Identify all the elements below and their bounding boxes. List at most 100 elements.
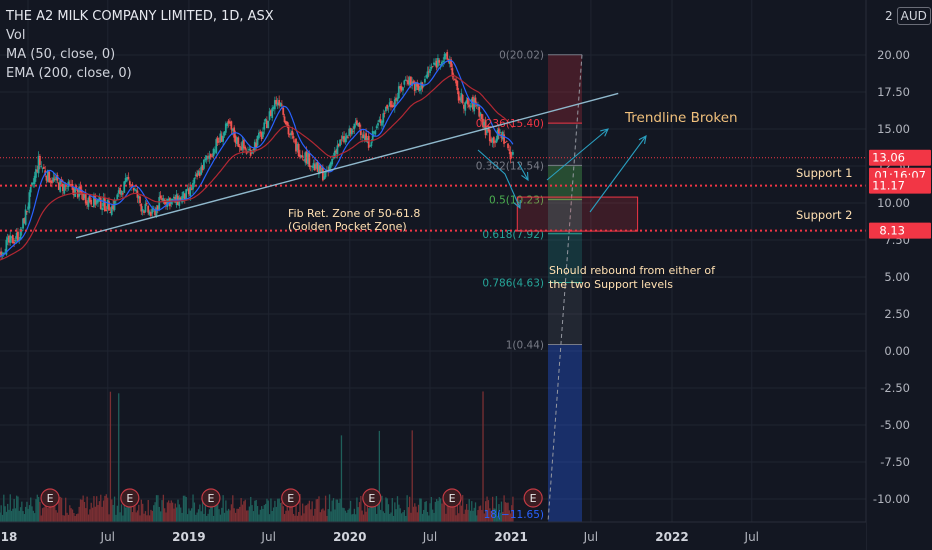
- candle: [418, 88, 421, 92]
- candle: [219, 133, 222, 143]
- volume-bar: [291, 507, 293, 522]
- candle: [49, 180, 52, 183]
- volume-bar: [211, 496, 213, 522]
- price-label: 13.06: [872, 151, 905, 165]
- price-scale-settings[interactable]: 2 AUD: [885, 7, 931, 25]
- candle: [215, 139, 218, 154]
- volume-bar: [503, 495, 505, 522]
- candle: [321, 167, 324, 181]
- candle: [28, 192, 31, 209]
- candle: [126, 176, 128, 181]
- currency-badge[interactable]: AUD: [896, 7, 931, 25]
- volume-bar: [217, 495, 219, 522]
- volume-bar: [27, 508, 29, 522]
- volume-bar: [51, 496, 53, 522]
- candle: [127, 176, 130, 179]
- candle: [224, 123, 227, 133]
- candle: [131, 184, 134, 187]
- candle: [313, 164, 316, 171]
- volume-bar: [14, 508, 17, 522]
- candle: [101, 207, 104, 211]
- candle: [295, 138, 297, 152]
- volume-bar: [247, 510, 249, 522]
- volume-bar: [26, 501, 28, 522]
- candle: [331, 158, 334, 165]
- candle: [350, 128, 353, 135]
- indicator-ema200[interactable]: EMA (200, close, 0): [6, 66, 132, 81]
- volume-bar: [9, 494, 11, 522]
- candle: [55, 176, 57, 181]
- candle: [486, 128, 488, 133]
- ma50-line: [0, 59, 514, 258]
- volume-bar: [70, 508, 72, 522]
- fib-band: [548, 282, 582, 345]
- candle: [507, 143, 509, 149]
- candle: [242, 139, 245, 149]
- volume-bar: [12, 508, 14, 522]
- volume-bar: [294, 515, 296, 522]
- candle: [427, 71, 430, 73]
- volume-bar: [35, 499, 37, 522]
- volume-bar: [63, 515, 65, 522]
- candle: [158, 197, 161, 211]
- candle: [453, 79, 456, 80]
- candle: [444, 53, 447, 56]
- candle: [198, 172, 201, 177]
- arrow-up-from-support2: [589, 135, 647, 213]
- volume-bar: [263, 505, 265, 522]
- volume-bar: [394, 502, 396, 522]
- candle: [244, 146, 247, 150]
- volume-bar: [406, 495, 408, 522]
- candle: [255, 142, 258, 148]
- volume-bar: [511, 505, 513, 522]
- candle: [475, 104, 478, 106]
- volume-bar: [65, 497, 67, 522]
- fib-level-label: 18(−11.65): [484, 509, 544, 521]
- candle: [357, 122, 360, 127]
- candle: [194, 174, 197, 176]
- volume-bar: [455, 515, 457, 522]
- earnings-marker: [442, 488, 462, 508]
- volume-bar: [417, 504, 420, 522]
- volume-bar: [21, 501, 23, 522]
- candle: [352, 131, 354, 133]
- indicator-ma50[interactable]: MA (50, close, 0): [6, 47, 116, 62]
- candle: [10, 236, 13, 238]
- candle: [474, 97, 477, 103]
- indicator-vol[interactable]: Vol: [6, 28, 26, 43]
- earnings-marker-label: E: [287, 492, 294, 505]
- candle: [37, 156, 40, 174]
- candle: [429, 69, 431, 74]
- candle: [8, 235, 10, 243]
- candle: [218, 141, 220, 143]
- volume-bar: [116, 505, 118, 522]
- volume-bar: [230, 504, 233, 522]
- symbol-title[interactable]: THE A2 MILK COMPANY LIMITED, 1D, ASX: [6, 9, 274, 24]
- candle: [97, 199, 99, 203]
- volume-bar: [30, 497, 32, 522]
- candle: [105, 209, 108, 211]
- volume-bar: [465, 504, 468, 522]
- candle: [299, 154, 301, 158]
- candle: [379, 119, 382, 124]
- volume-bar: [504, 502, 507, 522]
- volume-bar: [289, 495, 291, 522]
- candle: [369, 145, 371, 147]
- fib-band: [548, 199, 582, 234]
- candle: [263, 122, 266, 130]
- volume-bar: [292, 513, 295, 522]
- candle: [75, 186, 78, 188]
- volume-bar: [47, 508, 49, 522]
- fib-band: [548, 123, 582, 166]
- volume-bar: [165, 512, 167, 522]
- volume-bar: [412, 506, 415, 522]
- volume-bar: [352, 513, 354, 522]
- fib-level-label: 0.382(12.54): [476, 160, 544, 172]
- candle: [222, 136, 224, 142]
- annotation-text: Trendline Broken: [624, 110, 738, 126]
- fib-band: [548, 233, 582, 283]
- candle: [304, 152, 307, 163]
- candle: [200, 166, 203, 175]
- volume-bar: [197, 509, 200, 522]
